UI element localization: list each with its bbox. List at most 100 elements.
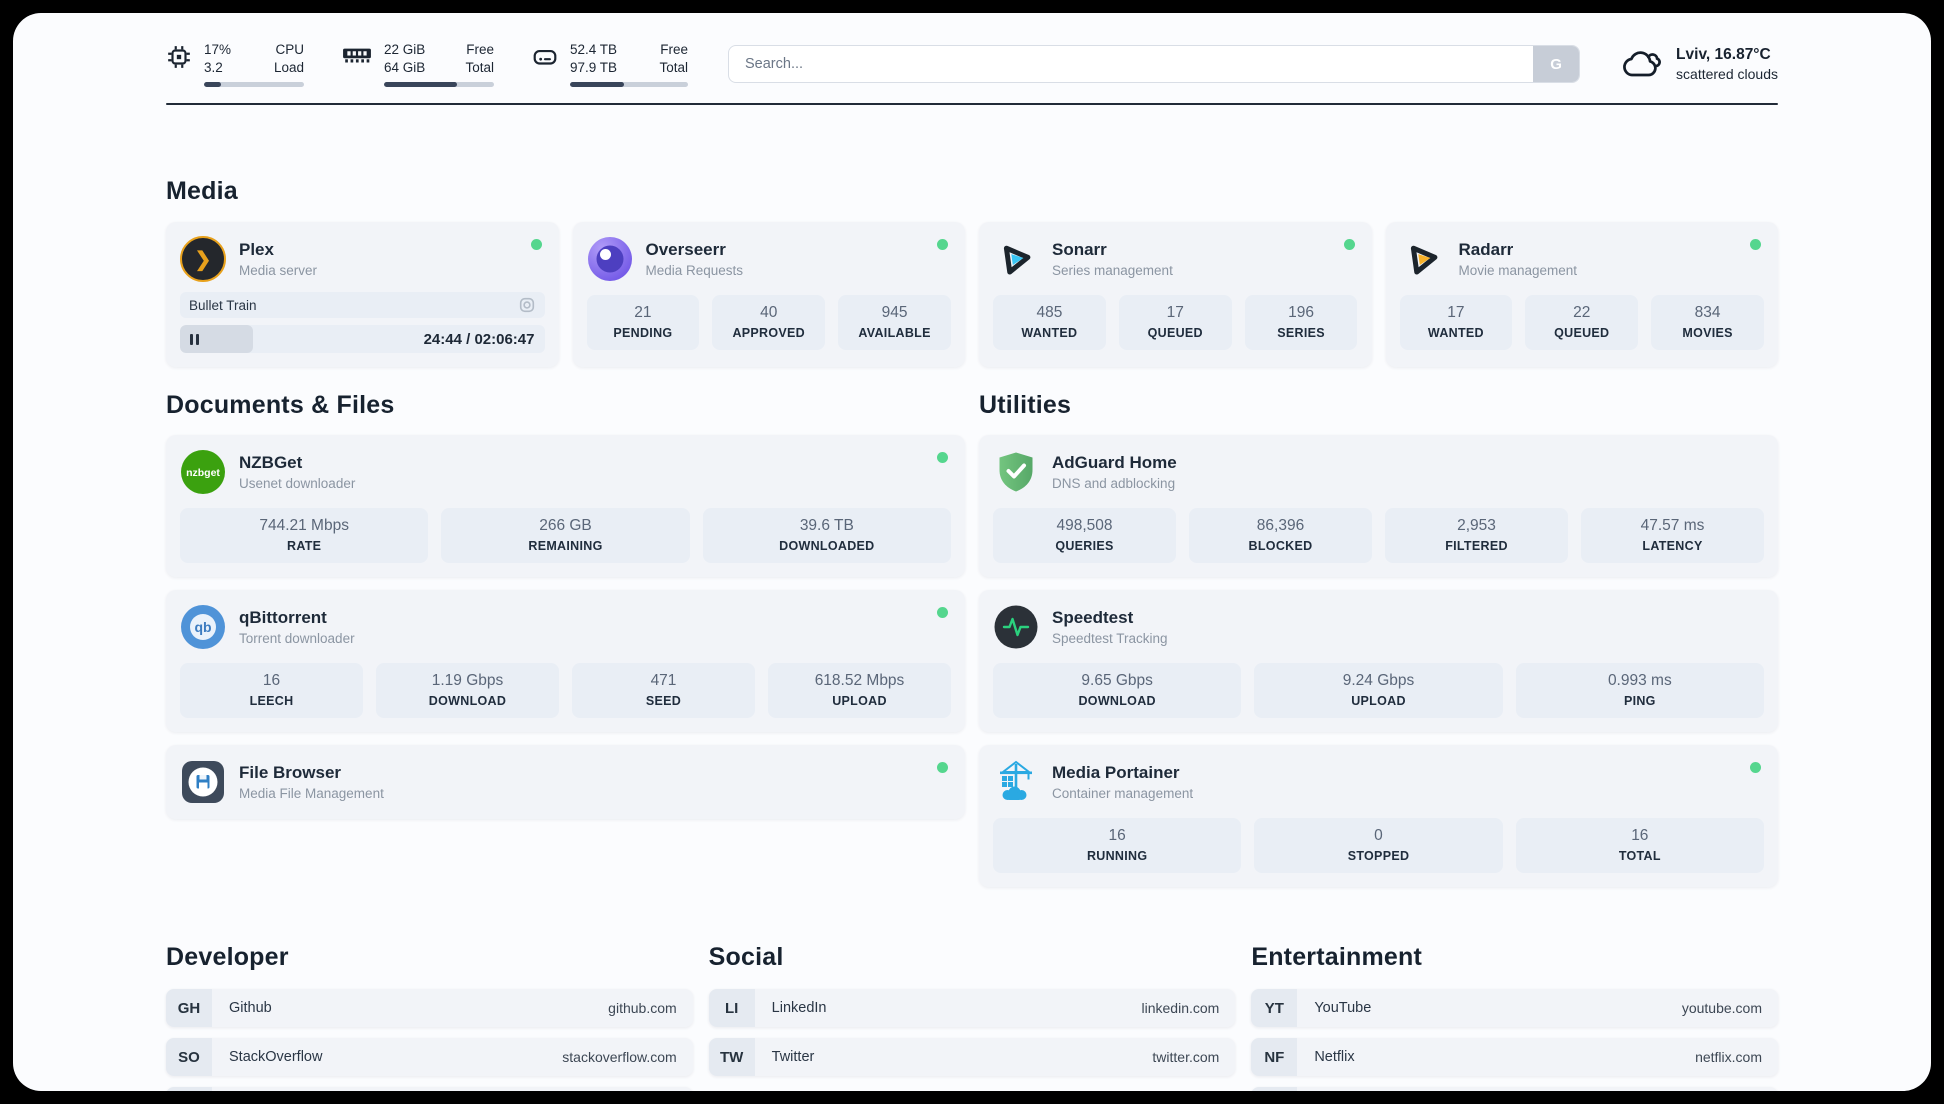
app-subtitle: Container management bbox=[1052, 786, 1194, 802]
bookmark-reddit[interactable]: RE Reddit reddit.com bbox=[1251, 1087, 1778, 1091]
bookmark-dev[interactable]: DT DEV dev.to bbox=[166, 1087, 693, 1091]
bookmark-netflix[interactable]: NF Netflix netflix.com bbox=[1251, 1038, 1778, 1077]
search-input[interactable] bbox=[728, 45, 1581, 84]
stat-label: BLOCKED bbox=[1248, 539, 1313, 554]
disk-label-top: Free bbox=[660, 42, 688, 57]
bookmark-stackoverflow[interactable]: SO StackOverflow stackoverflow.com bbox=[166, 1038, 693, 1077]
stat-value: 834 bbox=[1694, 304, 1721, 322]
app-card-adguard[interactable]: AdGuard Home DNS and adblocking 498,508 … bbox=[979, 435, 1778, 578]
app-card-plex[interactable]: ❯ Plex Media server Bullet Train bbox=[166, 222, 559, 368]
app-name: Radarr bbox=[1458, 240, 1514, 260]
bookmark-abbr: TW bbox=[708, 1038, 755, 1077]
cpu-icon bbox=[168, 46, 190, 68]
app-card-nzbget[interactable]: nzbget NZBGet Usenet downloader 744.21 M… bbox=[166, 435, 965, 578]
disk-label-bottom: Total bbox=[659, 60, 688, 76]
section-title-developer: Developer bbox=[166, 943, 289, 972]
stat-box: 39.6 TB DOWNLOADED bbox=[702, 508, 951, 564]
app-name: NZBGet bbox=[239, 453, 303, 473]
app-card-sonarr[interactable]: Sonarr Series management 485 WANTED 17 Q… bbox=[979, 222, 1372, 368]
bookmark-abbr: RE bbox=[1251, 1087, 1298, 1091]
stat-value: 47.57 ms bbox=[1640, 517, 1705, 535]
stat-label: LATENCY bbox=[1642, 539, 1703, 554]
bookmark-name: LinkedIn bbox=[771, 1000, 827, 1017]
stat-label: QUEUED bbox=[1554, 326, 1610, 341]
stat-label: DOWNLOAD bbox=[428, 694, 507, 709]
stat-value: 485 bbox=[1036, 304, 1063, 322]
app-subtitle: Usenet downloader bbox=[239, 476, 356, 492]
ram-label-top: Free bbox=[466, 42, 494, 57]
app-subtitle: Media File Management bbox=[239, 786, 384, 802]
app-card-radarr[interactable]: Radarr Movie management 17 WANTED 22 QUE… bbox=[1385, 222, 1778, 368]
bookmark-twitter[interactable]: TW Twitter twitter.com bbox=[708, 1038, 1236, 1077]
cpu-label-bottom: Load bbox=[273, 60, 304, 76]
playback-progress-track[interactable]: 24:44 / 02:06:47 bbox=[180, 325, 545, 354]
stat-value: 40 bbox=[760, 304, 778, 322]
bookmark-name: DEV bbox=[212, 1087, 640, 1091]
search-engine-button[interactable]: G bbox=[1533, 46, 1580, 83]
bookmark-url: youtube.com bbox=[1681, 1000, 1762, 1017]
weather-widget: Lviv, 16.87°C scattered clouds bbox=[1620, 46, 1778, 82]
bookmark-github[interactable]: GH Github github.com bbox=[166, 989, 693, 1028]
stat-label: DOWNLOADED bbox=[779, 539, 875, 554]
playback-progress-fill bbox=[180, 325, 253, 354]
stat-box: 834 MOVIES bbox=[1651, 295, 1764, 351]
stat-value: 618.52 Mbps bbox=[814, 672, 905, 690]
stat-value: 196 bbox=[1288, 304, 1314, 322]
app-name: Overseerr bbox=[645, 240, 726, 260]
app-subtitle: Movie management bbox=[1458, 263, 1578, 279]
bookmark-url: reddit.com bbox=[1697, 1087, 1778, 1091]
bookmark-url: github.com bbox=[608, 1000, 677, 1017]
app-card-qbittorrent[interactable]: qb qBittorrent Torrent downloader 16 bbox=[166, 590, 965, 733]
status-dot bbox=[937, 452, 948, 464]
stat-label: RUNNING bbox=[1086, 849, 1148, 864]
ram-icon bbox=[343, 48, 371, 63]
now-playing-title: Bullet Train bbox=[189, 297, 257, 313]
app-card-overseerr[interactable]: Overseerr Media Requests 21 PENDING 40 A… bbox=[572, 222, 965, 368]
bookmark-linkedin[interactable]: LI LinkedIn linkedin.com bbox=[708, 989, 1236, 1028]
stat-value: 0 bbox=[1374, 827, 1383, 845]
bookmark-url: dev.to bbox=[640, 1087, 693, 1091]
stat-label: DOWNLOAD bbox=[1078, 694, 1156, 709]
pause-icon[interactable] bbox=[190, 333, 193, 345]
bookmark-youtube[interactable]: YT YouTube youtube.com bbox=[1251, 989, 1778, 1028]
dashboard-canvas: 17% CPU 3.2 Load bbox=[13, 13, 1931, 1091]
bookmark-name: Reddit bbox=[1297, 1087, 1696, 1091]
stat-value: 16 bbox=[262, 672, 281, 690]
nzbget-icon: nzbget bbox=[181, 450, 225, 495]
bookmark-abbr: GH bbox=[166, 989, 212, 1028]
app-card-portainer[interactable]: Media Portainer Container management 16 … bbox=[979, 745, 1778, 888]
stat-label: FILTERED bbox=[1445, 539, 1508, 554]
app-name: AdGuard Home bbox=[1052, 453, 1177, 473]
status-dot bbox=[937, 239, 948, 251]
top-bar: 17% CPU 3.2 Load bbox=[166, 41, 1778, 88]
disk-free-value: 52.4 TB bbox=[570, 42, 618, 57]
stat-value: 22 bbox=[1573, 304, 1591, 322]
app-card-speedtest[interactable]: Speedtest Speedtest Tracking 9.65 Gbps D… bbox=[979, 590, 1778, 733]
app-name: Sonarr bbox=[1052, 240, 1107, 260]
stat-label: STOPPED bbox=[1347, 849, 1410, 864]
app-card-filebrowser[interactable]: File Browser Media File Management bbox=[166, 745, 965, 820]
stat-box: 86,396 BLOCKED bbox=[1189, 508, 1372, 564]
bookmark-name: YouTube bbox=[1314, 1000, 1372, 1017]
stat-box: 744.21 Mbps RATE bbox=[180, 508, 429, 564]
cpu-load-value: 3.2 bbox=[204, 60, 223, 76]
stat-value: 9.24 Gbps bbox=[1342, 672, 1415, 690]
stat-label: WANTED bbox=[1021, 326, 1078, 341]
stat-box: 16 TOTAL bbox=[1515, 818, 1764, 874]
app-name: Plex bbox=[239, 240, 274, 260]
stat-value: 1.19 Gbps bbox=[431, 672, 504, 690]
stat-label: MOVIES bbox=[1682, 326, 1733, 341]
bookmark-abbr: YT bbox=[1251, 989, 1298, 1028]
disk-stat: 52.4 TB Free 97.9 TB Total bbox=[532, 41, 688, 88]
speedtest-icon bbox=[994, 605, 1038, 649]
app-subtitle: Media server bbox=[239, 263, 318, 279]
stat-box: 0.993 ms PING bbox=[1515, 663, 1764, 719]
settings-icon[interactable] bbox=[518, 296, 536, 314]
stat-value: 16 bbox=[1108, 827, 1126, 845]
cpu-progress-fill bbox=[204, 82, 221, 88]
app-name: Media Portainer bbox=[1052, 763, 1180, 783]
stat-value: 17 bbox=[1447, 304, 1465, 322]
section-title-documents: Documents & Files bbox=[166, 391, 395, 420]
cloud-icon bbox=[1623, 51, 1661, 77]
bookmark-url: stackoverflow.com bbox=[562, 1049, 677, 1066]
